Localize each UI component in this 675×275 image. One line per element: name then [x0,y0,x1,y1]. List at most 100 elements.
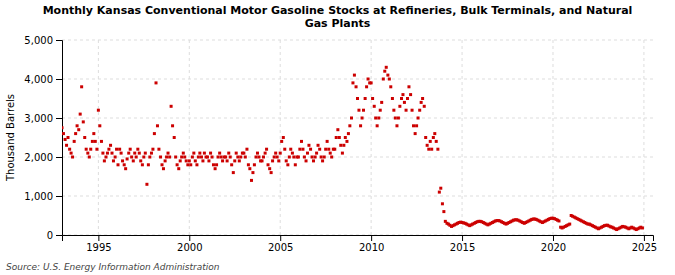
grid-line-y [62,196,653,197]
point [338,136,341,139]
point [127,152,130,155]
point [273,156,276,159]
point [306,152,309,155]
x-tick-mark [462,235,463,241]
point [106,152,109,155]
point [311,156,314,159]
point [226,159,229,162]
point [330,156,333,159]
point [382,78,385,81]
point [162,167,165,170]
point [71,156,74,159]
x-tick-mark [189,235,190,241]
grid-line-y [62,79,653,80]
point [168,156,171,159]
x-tick: 2020 [541,235,566,253]
point [438,191,441,194]
point [641,226,644,229]
point [301,148,304,151]
point [364,97,367,100]
point [185,159,188,162]
point [159,156,162,159]
point [251,171,254,174]
point [85,148,88,151]
point [173,136,176,139]
point [329,152,332,155]
point [245,148,248,151]
y-tick: 1,000 [24,191,62,202]
point [414,132,417,135]
point [235,152,238,155]
y-axis-line [56,41,63,236]
point [201,159,204,162]
point [227,152,230,155]
x-tick-label: 2000 [177,242,202,253]
point [264,152,267,155]
y-tick: 3,000 [24,113,62,124]
x-tick-mark [280,235,281,241]
point [398,105,401,108]
point [255,156,258,159]
point [283,148,286,151]
point [407,85,410,88]
y-axis-title: Thousand Barrels [5,94,16,182]
point [435,140,438,143]
point [394,117,397,120]
point [568,223,571,226]
point [261,159,264,162]
point [179,159,182,162]
point [186,163,189,166]
y-tick-mark [56,196,62,197]
point [427,148,430,151]
x-tick: 1995 [86,235,111,253]
x-axis: 1995200020052010201520202025 [63,235,658,253]
point [433,132,436,135]
grid-line-y [62,157,653,158]
point [238,159,241,162]
point [317,144,320,147]
point [197,156,200,159]
title-line: Monthly Kansas Conventional Motor Gasoli… [43,4,633,17]
point [256,152,259,155]
plot-area: 199520002005201020152020202501,0002,0003… [24,35,657,253]
point [268,167,271,170]
point [355,85,358,88]
point [345,140,348,143]
point [348,124,351,127]
point [424,136,427,139]
y-tick-label: 3,000 [24,113,53,124]
point [307,144,310,147]
point [144,152,147,155]
point [220,156,223,159]
point [118,148,121,151]
point [412,124,415,127]
point [145,183,148,186]
x-tick-label: 1995 [86,242,111,253]
y-tick-mark [56,40,62,41]
point [341,152,344,155]
point [336,128,339,131]
point [65,144,68,147]
point [214,167,217,170]
point [95,148,98,151]
y-tick-label: 0 [47,230,53,241]
point [147,163,150,166]
point [192,152,195,155]
point [112,159,115,162]
point [388,78,391,81]
point [136,148,139,151]
point [376,124,379,127]
point [203,152,206,155]
point [391,97,394,100]
point [182,152,185,155]
point [373,105,376,108]
point [253,163,256,166]
point [377,117,380,120]
point [429,140,432,143]
point [164,159,167,162]
point [157,148,160,151]
point [356,97,359,100]
point [121,159,124,162]
point [386,74,389,77]
point [176,163,179,166]
